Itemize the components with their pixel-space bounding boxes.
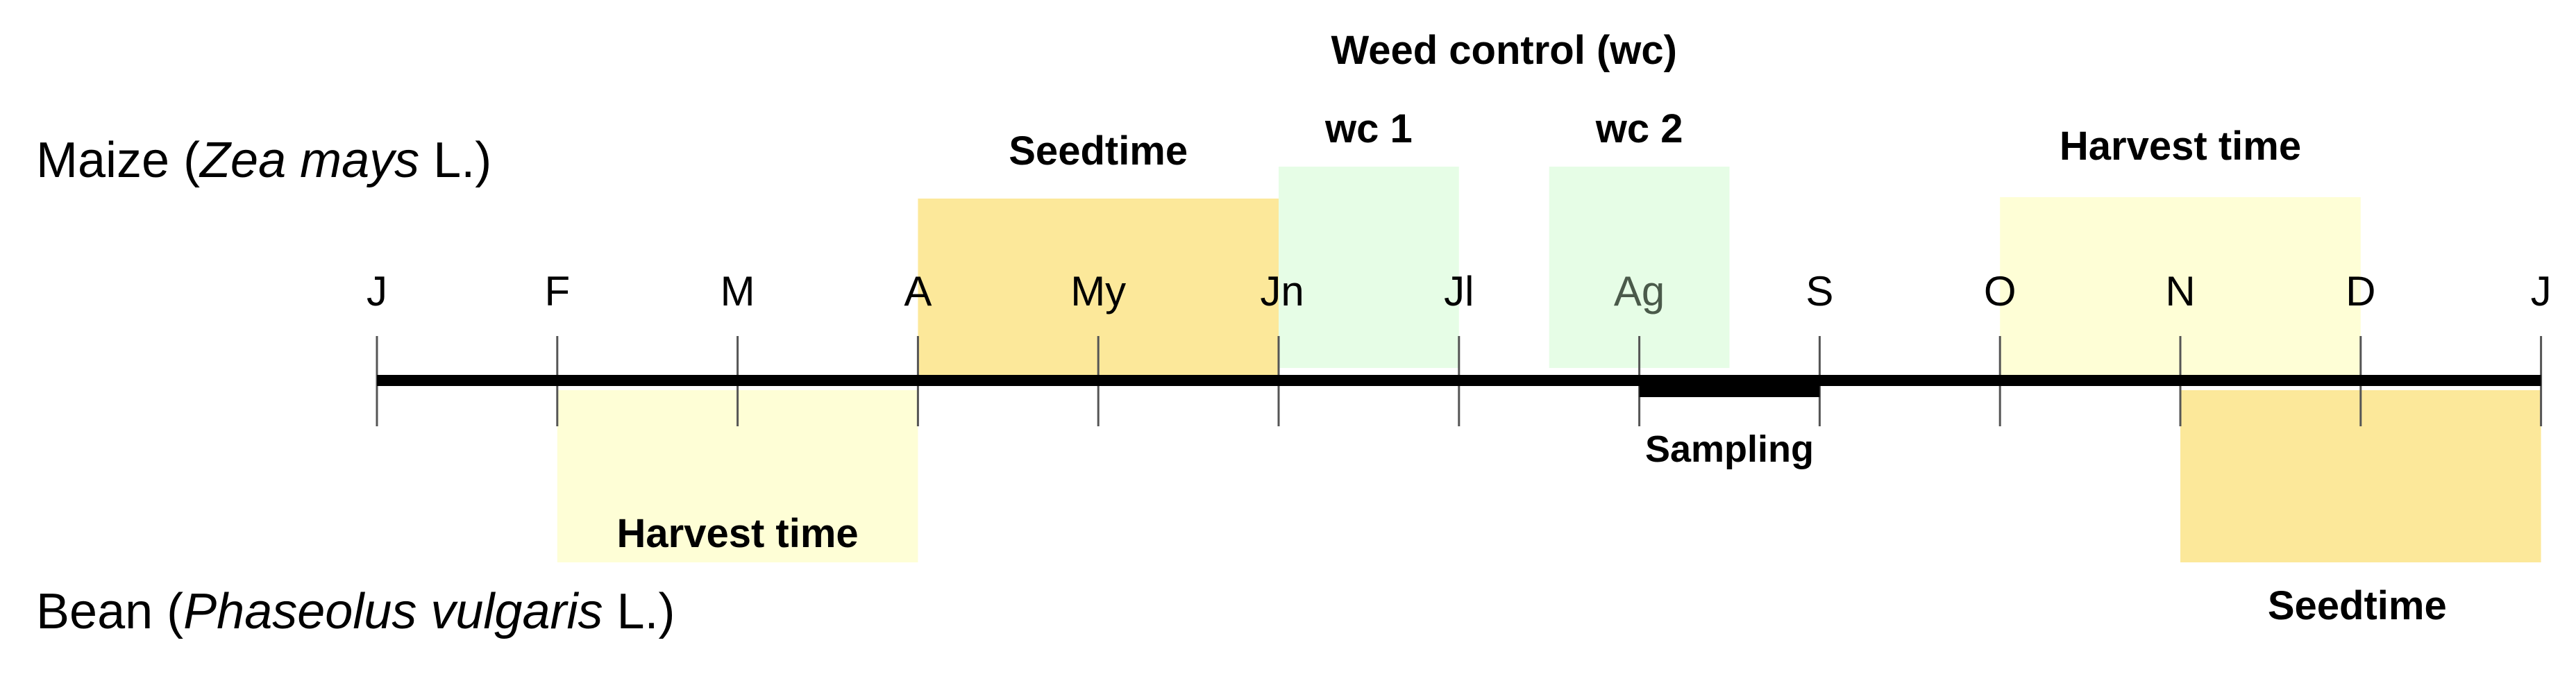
month-label-0: J (367, 268, 387, 315)
month-label-6: Jl (1444, 268, 1474, 315)
sampling-label: Sampling (1645, 428, 1814, 470)
month-label-9: O (1984, 268, 2017, 315)
maize-crop-label: Maize (Zea mays L.) (36, 132, 491, 189)
month-label-1: F (544, 268, 570, 315)
month-label-3: A (904, 268, 932, 315)
month-label-2: M (721, 268, 755, 315)
weed-control-box-wc2 (1549, 167, 1730, 368)
weed-control-title: Weed control (wc) (1331, 28, 1677, 73)
maize-name: Maize ( (36, 133, 201, 188)
bean-name: Bean ( (36, 584, 184, 639)
month-label-10: N (2165, 268, 2195, 315)
maize-period-label-harvest: Harvest time (2060, 124, 2301, 169)
month-label-11: D (2346, 268, 2375, 315)
bean-period-label-seedtime: Seedtime (2268, 583, 2447, 628)
bean-period-label-harvest: Harvest time (617, 511, 859, 556)
month-label-8: S (1805, 268, 1833, 315)
bean-suffix: L.) (603, 584, 675, 639)
weed-control-box-wc1 (1279, 167, 1459, 368)
bean-crop-label: Bean (Phaseolus vulgaris L.) (36, 583, 675, 640)
weed-control-label-wc1: wc 1 (1324, 106, 1413, 151)
month-label-4: My (1070, 268, 1126, 315)
bean-scientific-name: Phaseolus vulgaris (183, 584, 603, 639)
sampling-bar (1639, 375, 1820, 397)
weed-control-label-wc2: wc 2 (1595, 106, 1683, 151)
month-label-7: Ag (1614, 268, 1665, 315)
maize-scientific-name: Zea mays (200, 133, 420, 188)
maize-suffix: L.) (419, 133, 492, 188)
month-label-5: Jn (1260, 268, 1304, 315)
month-label-12: J (2531, 268, 2552, 315)
maize-period-label-seedtime: Seedtime (1009, 128, 1188, 174)
